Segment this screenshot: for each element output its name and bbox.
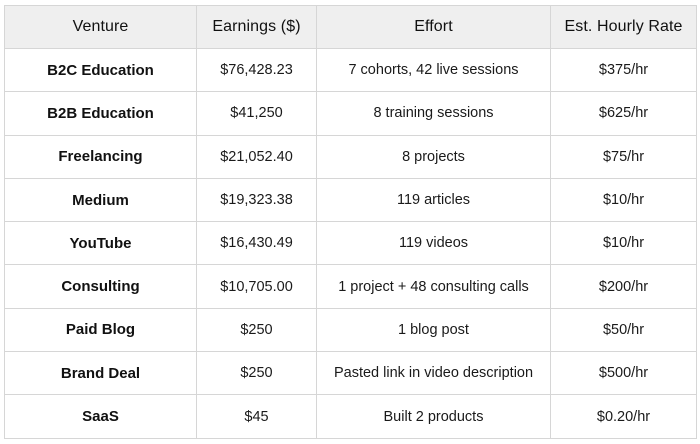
table-row: SaaS $45 Built 2 products $0.20/hr [4, 394, 697, 439]
effort-cell: 1 project + 48 consulting calls [316, 264, 551, 309]
rate-cell: $10/hr [550, 221, 697, 266]
table-row: YouTube $16,430.49 119 videos $10/hr [4, 221, 697, 266]
venture-cell: B2C Education [4, 47, 197, 93]
earnings-cell: $10,705.00 [196, 264, 317, 309]
earnings-cell: $21,052.40 [196, 134, 317, 179]
table-row: Consulting $10,705.00 1 project + 48 con… [4, 264, 697, 309]
rate-cell: $75/hr [550, 134, 697, 179]
venture-cell: Consulting [4, 264, 197, 309]
table-row: Freelancing $21,052.40 8 projects $75/hr [4, 134, 697, 179]
rate-cell: $10/hr [550, 177, 697, 223]
rate-cell: $0.20/hr [550, 394, 697, 439]
table-row: B2C Education $76,428.23 7 cohorts, 42 l… [4, 47, 697, 93]
rate-cell: $50/hr [550, 307, 697, 353]
venture-cell: Paid Blog [4, 307, 197, 353]
table-row: Medium $19,323.38 119 articles $10/hr [4, 177, 697, 223]
rate-cell: $625/hr [550, 91, 697, 136]
earnings-table: Venture Earnings ($) Effort Est. Hourly … [4, 5, 697, 439]
venture-cell: YouTube [4, 221, 197, 266]
effort-cell: 8 projects [316, 134, 551, 179]
earnings-cell: $250 [196, 307, 317, 353]
rate-cell: $200/hr [550, 264, 697, 309]
header-venture: Venture [4, 5, 197, 49]
venture-cell: Medium [4, 177, 197, 223]
effort-cell: 1 blog post [316, 307, 551, 353]
earnings-cell: $41,250 [196, 91, 317, 136]
venture-cell: Brand Deal [4, 351, 197, 396]
rate-cell: $500/hr [550, 351, 697, 396]
earnings-cell: $19,323.38 [196, 177, 317, 223]
venture-cell: B2B Education [4, 91, 197, 136]
table-row: B2B Education $41,250 8 training session… [4, 91, 697, 136]
header-effort: Effort [316, 5, 551, 49]
effort-cell: 119 videos [316, 221, 551, 266]
earnings-cell: $45 [196, 394, 317, 439]
effort-cell: Built 2 products [316, 394, 551, 439]
table-row: Paid Blog $250 1 blog post $50/hr [4, 307, 697, 353]
table-row: Brand Deal $250 Pasted link in video des… [4, 351, 697, 396]
venture-cell: Freelancing [4, 134, 197, 179]
header-earnings: Earnings ($) [196, 5, 317, 49]
earnings-cell: $76,428.23 [196, 47, 317, 93]
rate-cell: $375/hr [550, 47, 697, 93]
venture-cell: SaaS [4, 394, 197, 439]
header-hourly-rate: Est. Hourly Rate [550, 5, 697, 49]
effort-cell: 119 articles [316, 177, 551, 223]
table-header-row: Venture Earnings ($) Effort Est. Hourly … [4, 5, 697, 49]
effort-cell: Pasted link in video description [316, 351, 551, 396]
earnings-cell: $16,430.49 [196, 221, 317, 266]
effort-cell: 8 training sessions [316, 91, 551, 136]
earnings-cell: $250 [196, 351, 317, 396]
effort-cell: 7 cohorts, 42 live sessions [316, 47, 551, 93]
